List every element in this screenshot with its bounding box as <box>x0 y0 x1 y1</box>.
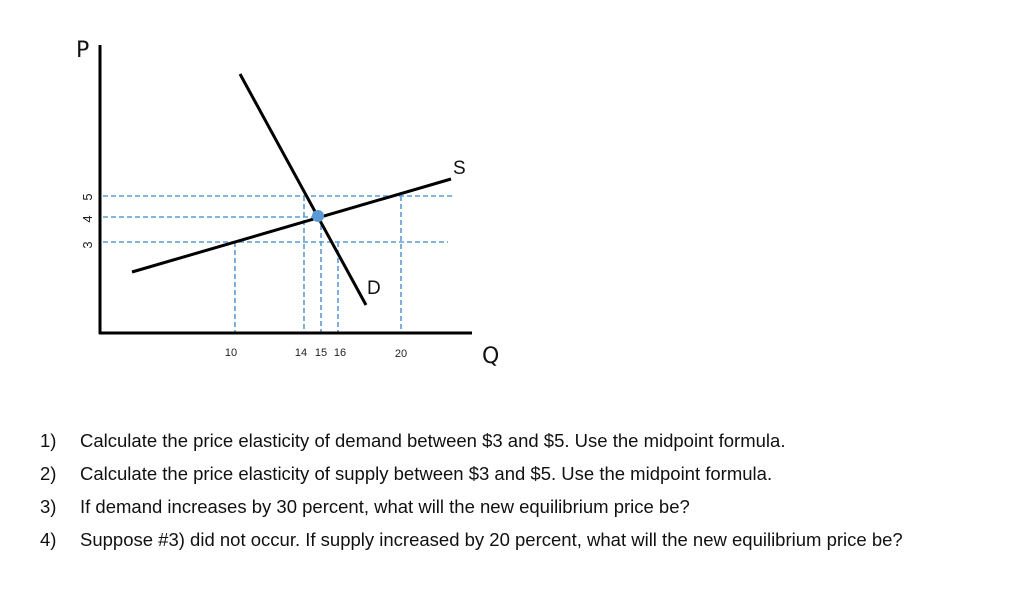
question-number: 1) <box>40 430 57 451</box>
supply-label: S <box>453 158 466 179</box>
price-tick-5: 5 <box>80 193 95 200</box>
question-item: 1) Calculate the price elasticity of dem… <box>40 424 1020 457</box>
quantity-tick-14: 14 <box>295 347 307 359</box>
question-number: 2) <box>40 463 57 484</box>
price-tick-3: 3 <box>80 241 95 248</box>
price-axis-label: P <box>76 38 89 63</box>
price-tick-4: 4 <box>80 215 95 222</box>
question-item: 3) If demand increases by 30 percent, wh… <box>40 490 1020 523</box>
quantity-tick-10: 10 <box>225 347 237 359</box>
question-list: 1) Calculate the price elasticity of dem… <box>40 424 1020 556</box>
demand-curve <box>238 73 368 306</box>
equilibrium-point <box>312 210 324 222</box>
question-text: Calculate the price elasticity of demand… <box>80 430 786 451</box>
quantity-axis-label: Q <box>482 344 499 369</box>
question-text: Suppose #3) did not occur. If supply inc… <box>80 529 903 550</box>
quantity-tick-20: 20 <box>395 348 407 360</box>
quantity-tick-16: 16 <box>334 347 346 359</box>
question-item: 4) Suppose #3) did not occur. If supply … <box>40 523 1020 556</box>
quantity-tick-15: 15 <box>315 347 327 359</box>
question-item: 2) Calculate the price elasticity of sup… <box>40 457 1020 490</box>
question-text: Calculate the price elasticity of supply… <box>80 463 773 484</box>
supply-curve <box>131 177 452 274</box>
question-number: 3) <box>40 496 57 517</box>
question-text: If demand increases by 30 percent, what … <box>80 496 690 517</box>
supply-demand-diagram: P Q S D 5 4 3 10 14 15 16 20 <box>76 38 499 369</box>
demand-label: D <box>367 278 381 299</box>
question-number: 4) <box>40 529 57 550</box>
